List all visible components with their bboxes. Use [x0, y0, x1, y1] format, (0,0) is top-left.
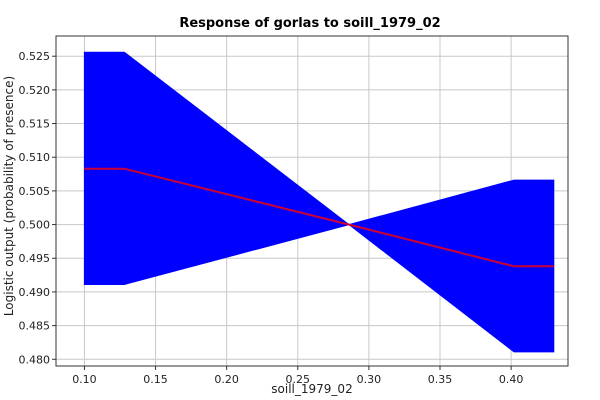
chart-title: Response of gorlas to soill_1979_02 [179, 16, 440, 31]
x-tick-label: 0.10 [72, 373, 97, 386]
y-tick-label: 0.510 [19, 151, 51, 164]
y-tick-label: 0.515 [19, 118, 51, 131]
y-tick-label: 0.485 [19, 320, 51, 333]
y-tick-label: 0.520 [19, 84, 51, 97]
y-tick-label: 0.525 [19, 50, 51, 63]
confidence-band-layer [83, 51, 555, 353]
x-axis-title: soill_1979_02 [271, 382, 352, 396]
mean-response-line [84, 167, 554, 268]
y-axis-ticks: 0.480 0.485 0.490 0.495 0.500 0.505 0.510 0.515… [19, 50, 56, 366]
x-axis-ticks: 0.10 0.15 0.20 0.25 0.30 0.35 0.40 [72, 366, 523, 386]
y-tick-label: 0.505 [19, 185, 51, 198]
x-tick-label: 0.35 [428, 373, 453, 386]
y-tick-label: 0.495 [19, 252, 51, 265]
x-tick-label: 0.25 [286, 373, 311, 386]
x-tick-label: 0.20 [214, 373, 239, 386]
mean-line-layer [84, 167, 554, 268]
y-tick-label: 0.480 [19, 353, 51, 366]
y-axis-title: Logistic output (probability of presence… [2, 76, 16, 316]
y-tick-label: 0.500 [19, 219, 51, 232]
x-tick-label: 0.15 [143, 373, 168, 386]
confidence-band [83, 51, 555, 353]
x-tick-label: 0.40 [499, 373, 524, 386]
x-tick-label: 0.30 [357, 373, 382, 386]
plot-frame [55, 35, 569, 367]
y-tick-label: 0.490 [19, 286, 51, 299]
